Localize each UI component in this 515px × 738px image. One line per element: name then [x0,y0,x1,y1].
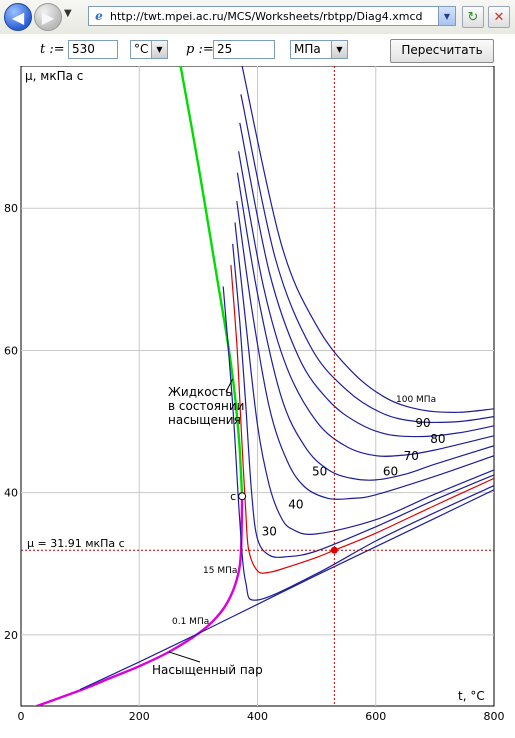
refresh-icon[interactable]: ↻ [462,6,484,28]
critical-point-marker [238,492,247,501]
arrow-right-icon[interactable]: ▶ [34,3,62,31]
address-bar[interactable]: e http://twt.mpei.ac.ru/MCS/Worksheets/r… [88,6,456,26]
pressure-01-label: 0.1 МПа [172,617,209,627]
series-line-8 [236,172,494,481]
x-tick-label: 200 [129,710,150,723]
pressure-label: 30 [262,524,277,538]
liquid-annotation-line: Жидкость [168,385,232,399]
viscosity-chart: 0 200 400 600 800 20 40 60 80 c μ, мкПа с t, °C μ = … [4,66,505,723]
series-line-2 [79,489,494,691]
vapor-leader-line [168,651,201,663]
series-line-7 [236,201,494,500]
arrow-left-icon[interactable]: ◀ [4,3,32,31]
p-label: p := [186,42,214,57]
series-line-4 [230,265,494,574]
y-tick-label: 80 [4,202,18,215]
pressure-15-label: 15 МПа [203,566,237,576]
current-point-marker [330,546,338,554]
pressure-label: 90 [415,416,430,430]
input-panel: t := 530 °C ▼ p := 25 МПа ▼ Пересчитать [0,34,515,66]
chevron-down-icon: ▼ [331,41,347,58]
t-label: t := [40,42,65,57]
y-axis-label: μ, мкПа с [25,69,83,83]
pressure-label: 80 [430,432,445,446]
x-tick-label: 0 [18,710,25,723]
y-tick-label: 60 [4,344,18,357]
mu-readout: μ = 31.91 мкПа с [27,537,125,550]
series-line-0 [179,66,244,497]
chart-texts: 0 200 400 600 800 20 40 60 80 c μ, мкПа с t, °C μ = … [4,69,505,723]
history-dropdown-icon[interactable]: ▼ [64,8,72,19]
p-unit-value: МПа [294,42,321,56]
x-tick-label: 800 [484,710,505,723]
browser-toolbar: ◀ ▶ ▼ e http://twt.mpei.ac.ru/MCS/Worksh… [0,0,515,35]
liquid-leader-line [225,378,234,393]
series-line-6 [234,222,494,535]
series-line-10 [239,122,494,438]
series-line-12 [241,66,494,413]
page-icon: e [95,9,103,23]
x-axis-label: t, °C [458,689,485,703]
x-tick-label: 400 [247,710,268,723]
chart-grid [20,66,495,707]
vapor-annotation: Насыщенный пар [152,663,263,677]
y-tick-label: 40 [4,487,18,500]
critical-point-label: c [230,490,236,503]
p-input[interactable]: 25 [213,40,275,59]
chart-curves [33,66,494,706]
t-unit-select[interactable]: °C ▼ [130,40,168,59]
liquid-annotation-line: насыщения [168,413,241,427]
pressure-100-label: 100 МПа [396,395,436,405]
y-tick-label: 20 [4,629,18,642]
series-line-11 [240,94,494,424]
chart-marks [21,66,494,706]
close-icon[interactable]: ✕ [488,6,510,28]
pressure-label: 60 [383,465,398,479]
pressure-label: 40 [288,497,303,511]
series-line-3 [222,286,494,601]
series-line-9 [238,151,494,457]
series-line-5 [232,243,494,558]
liquid-annotation-line: в состоянии [168,399,244,413]
url-text[interactable]: http://twt.mpei.ac.ru/MCS/Worksheets/rbt… [110,9,423,23]
pressure-label: 70 [404,449,419,463]
p-unit-select[interactable]: МПа ▼ [290,40,348,59]
x-tick-label: 600 [365,710,386,723]
chevron-down-icon: ▼ [151,41,167,58]
series-line-1 [33,496,244,706]
pressure-label: 50 [312,465,327,479]
recalculate-button[interactable]: Пересчитать [390,39,494,63]
address-dropdown-icon[interactable]: ▼ [438,7,455,25]
t-unit-value: °C [134,42,149,56]
t-input[interactable]: 530 [68,40,118,59]
